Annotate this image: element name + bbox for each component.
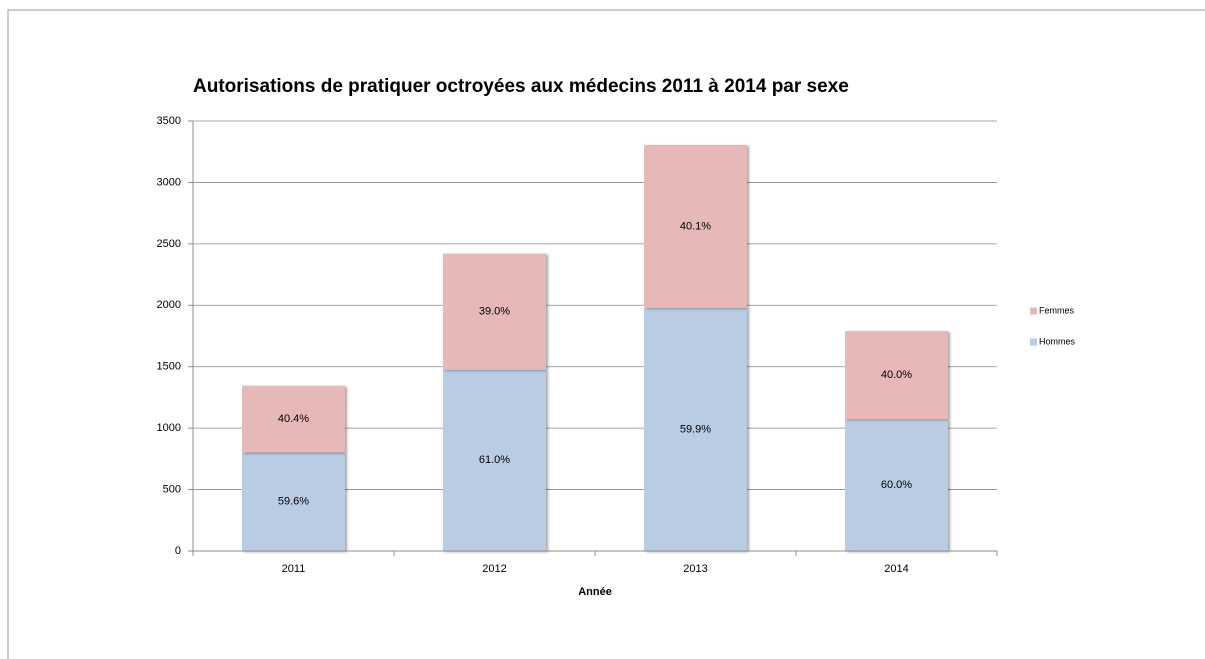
x-tick-label: 2011 (282, 563, 306, 575)
y-tick-label: 2500 (157, 238, 181, 250)
bar-segment (845, 419, 948, 551)
data-label: 61.0% (479, 454, 510, 466)
x-tick-label: 2013 (683, 563, 707, 575)
y-tick-label: 1000 (157, 422, 181, 434)
y-tick-label: 3500 (157, 115, 181, 127)
data-label: 59.6% (278, 496, 309, 508)
x-axis-label: Année (578, 586, 612, 598)
data-label: 40.0% (881, 369, 912, 381)
data-label: 40.4% (278, 413, 309, 425)
bar-segment (443, 369, 546, 551)
x-tick-label: 2012 (482, 563, 506, 575)
legend-swatch (1030, 307, 1037, 315)
data-label: 39.0% (479, 306, 510, 318)
x-tick-label: 2014 (884, 563, 908, 575)
bar-segment (644, 144, 747, 308)
data-label: 59.9% (680, 423, 711, 435)
legend-swatch (1030, 338, 1037, 346)
y-tick-label: 2000 (157, 299, 181, 311)
y-tick-label: 3000 (157, 176, 181, 188)
bar-segment (242, 385, 345, 453)
bar-segment (845, 331, 948, 420)
y-tick-label: 500 (163, 483, 181, 495)
y-tick-label: 1500 (157, 361, 181, 373)
data-label: 60.0% (881, 479, 912, 491)
bar-segment (242, 452, 345, 551)
bar-segment (644, 307, 747, 551)
legend-label: Hommes (1039, 336, 1076, 346)
data-label: 40.1% (680, 220, 711, 232)
legend-label: Femmes (1039, 305, 1075, 315)
chart-title: Autorisations de pratiquer octroyées aux… (193, 76, 849, 97)
frame (7, 9, 1205, 659)
y-tick-label: 0 (175, 545, 181, 557)
bar-segment (443, 253, 546, 370)
